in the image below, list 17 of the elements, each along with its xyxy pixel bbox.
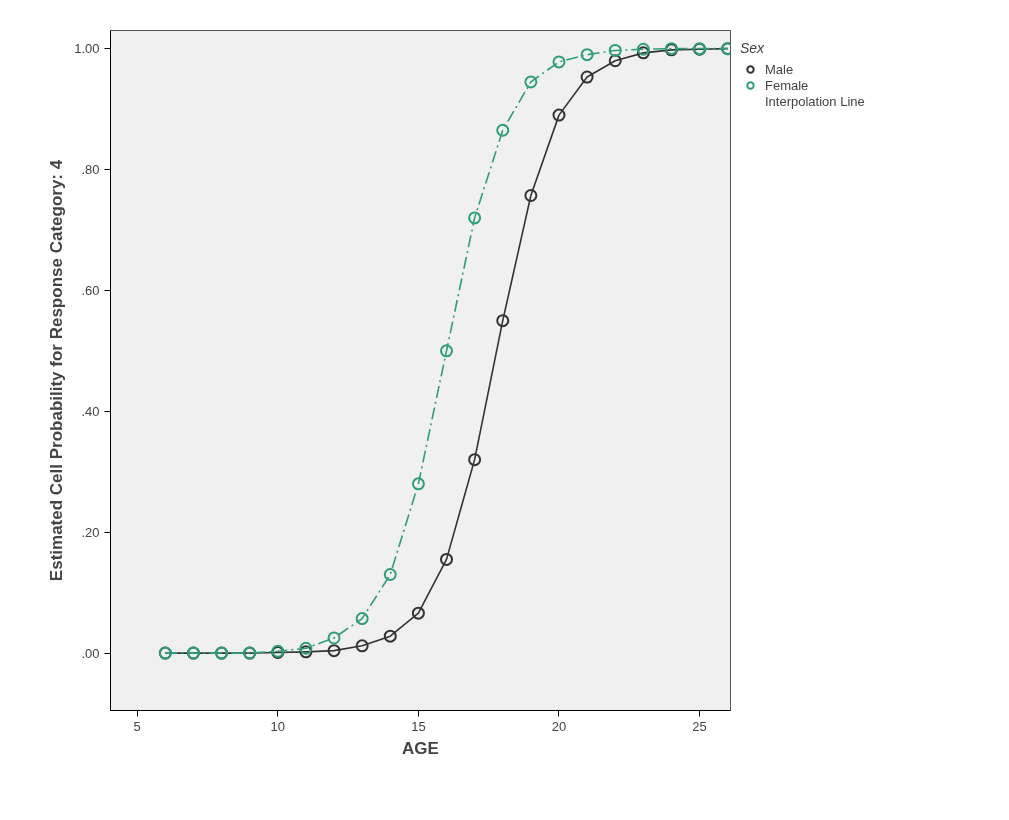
legend-title: Sex [740,40,766,56]
x-tick-label: 15 [411,718,426,734]
x-tick-label: 20 [551,718,567,734]
y-tick-label: .00 [81,645,100,661]
legend-label: Male [765,61,794,77]
text: Interpolation Line [765,93,865,109]
x-axis-title: AGE [402,738,439,758]
y-tick-label: .60 [81,282,100,298]
y-tick-label: .20 [81,524,100,540]
y-axis-title: Estimated Cell Probability for Response Category: 4 [47,159,67,582]
x-tick-label: 25 [692,718,707,734]
y-tick-label: .80 [81,162,100,178]
x-tick-label: 5 [133,718,141,734]
x-tick-label: 10 [270,718,286,734]
legend-label: Female [765,77,809,93]
y-tick-label: 1.00 [74,41,100,57]
y-tick-label: .40 [81,403,100,419]
